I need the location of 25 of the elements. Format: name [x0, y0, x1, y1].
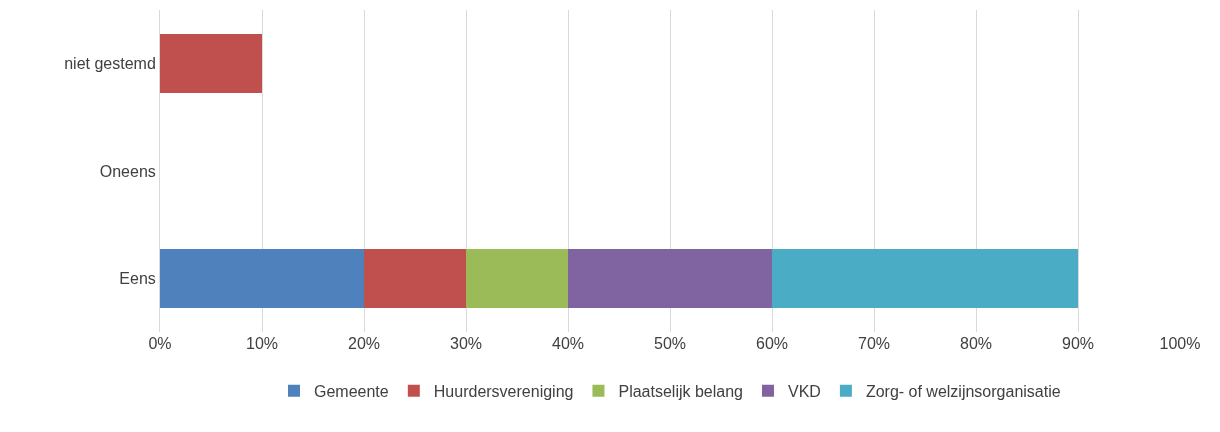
- legend-label: Huurdersvereniging: [433, 383, 574, 400]
- bar: [466, 248, 568, 308]
- x-tick-label: 20%: [347, 335, 381, 352]
- x-tick-label: 90%: [1061, 335, 1095, 352]
- y-tick-label: niet gestemd: [64, 55, 156, 73]
- x-tick-label: 60%: [755, 335, 789, 352]
- legend-label: Gemeente: [314, 383, 389, 400]
- y-tick-label: Oneens: [99, 162, 156, 180]
- y-tick-label: Eens: [119, 269, 156, 287]
- bar: [772, 248, 1078, 308]
- legend-label: Plaatselijk belang: [618, 383, 743, 400]
- x-tick-label: 100%: [1159, 335, 1201, 352]
- x-tick-label: 40%: [551, 335, 585, 352]
- bar: [160, 34, 262, 94]
- bar: [160, 248, 364, 308]
- bar: [364, 248, 466, 308]
- x-tick-label: 0%: [148, 335, 172, 352]
- x-tick-label: 10%: [245, 335, 279, 352]
- x-tick-label: 50%: [653, 335, 687, 352]
- bar: [568, 248, 772, 308]
- legend-label: VKD: [787, 383, 821, 400]
- x-tick-label: 70%: [857, 335, 891, 352]
- x-tick-label: 30%: [449, 335, 483, 352]
- x-tick-label: 80%: [959, 335, 993, 352]
- legend-label: Zorg- of welzijnsorganisatie: [865, 383, 1061, 400]
